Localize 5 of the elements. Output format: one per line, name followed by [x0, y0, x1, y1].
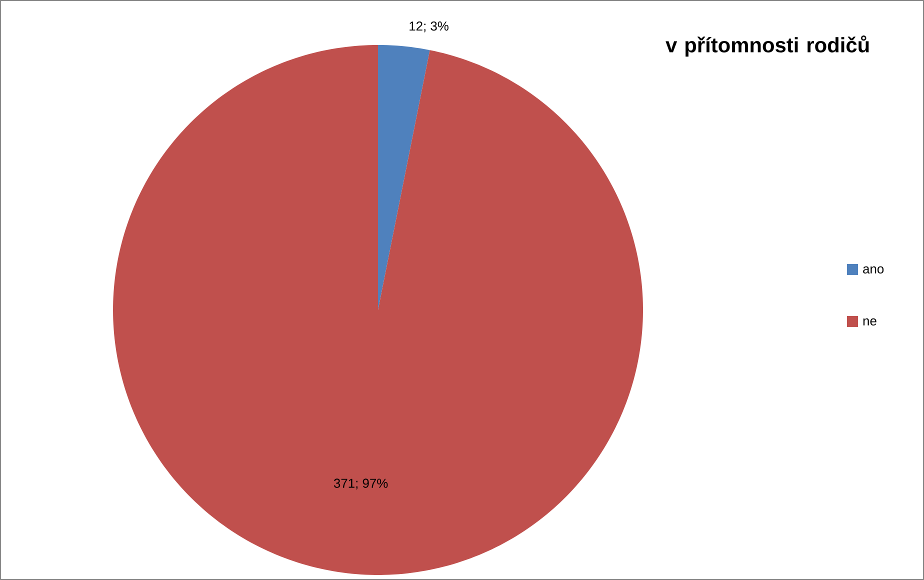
text: v přítomnosti rodičů: [666, 36, 869, 57]
data-label: 371; 97%: [334, 478, 388, 490]
data-label: 12; 3%: [410, 21, 448, 32]
legend-label: ne: [863, 318, 876, 326]
legend-label: ano: [863, 266, 884, 274]
